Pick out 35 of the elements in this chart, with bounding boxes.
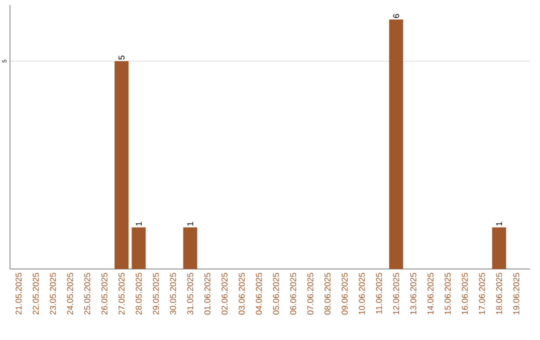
data-label: 1	[496, 222, 502, 226]
x-tick-label: 30.05.2025	[170, 272, 176, 315]
x-tick-label: 12.06.2025	[393, 272, 400, 314]
x-tick-label: 06.06.2025	[290, 272, 296, 315]
data-label: 1	[187, 222, 194, 226]
data-label: 1	[136, 222, 142, 226]
x-tick-label: 29.05.2025	[152, 272, 159, 314]
x-tick-label: 02.06.2025	[222, 272, 228, 315]
x-tick-label: 19.06.2025	[513, 272, 520, 314]
x-tick-label: 26.05.2025	[101, 272, 108, 314]
x-tick-label: 05.06.2025	[273, 272, 280, 315]
x-tick-label: 07.06.2025	[307, 272, 314, 315]
x-tick-label: 03.06.2025	[238, 272, 245, 315]
x-tick-label: 13.06.2025	[410, 272, 416, 314]
x-tick-label: 11.06.2025	[376, 272, 382, 314]
x-tick-label: 15.06.2025	[444, 272, 451, 314]
x-tick-label: 10.06.2025	[358, 272, 365, 314]
x-tick-label: 01.06.2025	[204, 272, 210, 315]
x-tick-label: 27.05.2025	[118, 272, 125, 314]
x-tick-label: 08.06.2025	[324, 272, 330, 315]
x-tick-label: 17.06.2025	[478, 272, 485, 314]
x-tick-label: 04.06.2025	[256, 272, 262, 315]
x-tick-label: 24.05.2025	[67, 272, 74, 314]
x-tick-label: 31.05.2025	[187, 272, 194, 315]
data-label: 5	[118, 56, 125, 60]
x-tick-label: 09.06.2025	[342, 272, 348, 315]
x-tick-label: 16.06.2025	[462, 272, 468, 314]
x-tick-label: 25.05.2025	[84, 272, 90, 314]
x-tick-label: 23.05.2025	[50, 272, 56, 314]
x-tick-label: 28.05.2025	[136, 272, 142, 314]
x-tick-label: 14.06.2025	[427, 272, 434, 314]
x-tick-label: 21.05.2025	[16, 272, 22, 314]
x-tick-label: 18.06.2025	[496, 272, 502, 314]
data-label: 6	[393, 14, 400, 18]
x-tick-label: 22.05.2025	[32, 272, 39, 314]
